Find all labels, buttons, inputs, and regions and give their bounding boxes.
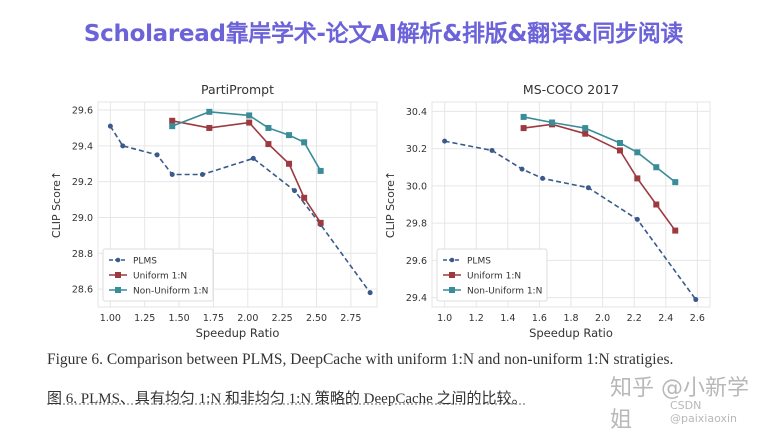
legend-box xyxy=(102,248,214,302)
x-tick-label: 1.00 xyxy=(100,313,121,324)
chart-title: PartiPrompt xyxy=(201,82,274,97)
data-point xyxy=(317,167,324,174)
data-point xyxy=(672,179,679,186)
legend-marker xyxy=(115,257,121,263)
legend-label: PLMS xyxy=(133,257,157,267)
chart-1: 1.00 1.25 1.50 1.75 2.00 2.25 2.50 2.75 28.6 28.8… xyxy=(50,82,378,340)
data-point xyxy=(246,112,253,119)
y-tick-label: 30.2 xyxy=(406,144,427,155)
y-tick-label: 29.4 xyxy=(406,293,427,304)
x-tick-label: 1.4 xyxy=(500,313,515,324)
data-point xyxy=(520,113,527,120)
data-point xyxy=(206,108,213,115)
data-point xyxy=(120,143,126,149)
legend-marker xyxy=(115,287,121,293)
legend-marker xyxy=(449,272,455,278)
data-point xyxy=(265,141,272,148)
x-tick-label: 1.25 xyxy=(134,313,155,324)
data-point xyxy=(442,138,448,144)
x-tick-label: 2.00 xyxy=(237,313,258,324)
data-point xyxy=(582,125,589,132)
data-point xyxy=(540,175,546,181)
legend-marker xyxy=(449,287,455,293)
y-tick-label: 30.0 xyxy=(406,181,427,192)
x-tick-label: 2.0 xyxy=(595,313,610,324)
y-tick-label: 29.4 xyxy=(72,141,93,152)
data-point xyxy=(107,123,113,129)
legend-marker xyxy=(449,257,455,263)
data-point xyxy=(301,139,308,146)
y-axis-label: CLIP Score↑ xyxy=(384,171,397,238)
chart-2: 1.0 1.2 1.4 1.6 1.8 2.0 2.2 2.4 2.6 29.4 29.6 29.8 3… xyxy=(384,82,711,340)
x-tick-label: 1.2 xyxy=(469,313,484,324)
legend-label: Uniform 1:N xyxy=(467,272,521,282)
data-point xyxy=(199,172,205,178)
data-point xyxy=(585,185,591,191)
data-point xyxy=(634,216,640,222)
legend-label: Uniform 1:N xyxy=(133,272,187,282)
data-point xyxy=(246,119,253,126)
figure-caption-chinese: 图 6. PLMS、具有均匀 1:N 和非均匀 1:N 策略的 DeepCach… xyxy=(47,391,527,407)
y-tick-label: 30.4 xyxy=(406,107,427,118)
y-axis-label: CLIP Score↑ xyxy=(50,171,63,238)
data-point xyxy=(154,152,160,158)
data-point xyxy=(286,132,293,139)
data-point xyxy=(265,124,272,131)
y-tick-label: 29.6 xyxy=(406,256,427,267)
x-tick-label: 2.50 xyxy=(306,313,327,324)
legend-box xyxy=(436,248,548,302)
x-axis-label: Speedup Ratio xyxy=(196,326,280,340)
y-tick-label: 28.8 xyxy=(72,249,93,260)
data-point xyxy=(653,201,660,208)
x-tick-label: 1.6 xyxy=(532,313,547,324)
data-point xyxy=(169,117,176,124)
data-point xyxy=(250,155,256,161)
legend-label: Non-Uniform 1:N xyxy=(467,287,542,297)
x-tick-label: 2.6 xyxy=(690,313,705,324)
legend-marker xyxy=(115,272,121,278)
x-tick-label: 1.75 xyxy=(203,313,224,324)
chart-title: MS-COCO 2017 xyxy=(523,82,619,97)
watermark-zhihu: 知乎 @小新学姐 xyxy=(610,376,749,433)
data-point xyxy=(634,149,641,156)
data-point xyxy=(693,297,699,303)
data-point xyxy=(367,290,373,296)
y-tick-label: 29.0 xyxy=(72,213,93,224)
figure-caption-english: Figure 6. Comparison between PLMS, DeepC… xyxy=(47,351,674,368)
data-point xyxy=(549,119,556,126)
charts-figure: 1.00 1.25 1.50 1.75 2.00 2.25 2.50 2.75 28.6 28.8… xyxy=(50,82,711,340)
data-point xyxy=(169,172,175,178)
y-tick-label: 29.6 xyxy=(72,106,93,117)
data-point xyxy=(206,124,213,131)
data-point xyxy=(616,147,623,154)
data-point xyxy=(169,123,176,130)
watermark-csdn: CSDN @paixiaoxin xyxy=(670,399,738,425)
data-point xyxy=(292,188,298,194)
legend-label: PLMS xyxy=(467,257,491,267)
data-point xyxy=(520,125,527,132)
x-tick-label: 1.0 xyxy=(437,313,452,324)
y-tick-label: 29.8 xyxy=(406,219,427,230)
data-point xyxy=(653,164,660,171)
x-tick-label: 2.75 xyxy=(340,313,361,324)
legend-label: Non-Uniform 1:N xyxy=(133,287,208,297)
x-tick-label: 2.2 xyxy=(627,313,642,324)
y-tick-label: 28.6 xyxy=(72,285,93,296)
y-tick-label: 29.2 xyxy=(72,177,93,188)
x-tick-label: 2.4 xyxy=(658,313,673,324)
data-point xyxy=(582,130,589,137)
banner-title: Scholaread靠岸学术-论文AI解析&排版&翻译&同步阅读 xyxy=(83,21,684,47)
data-point xyxy=(519,166,525,172)
data-point xyxy=(301,194,308,201)
x-tick-label: 2.25 xyxy=(272,313,293,324)
data-point xyxy=(672,227,679,234)
data-point xyxy=(286,160,293,167)
x-axis-label: Speedup Ratio xyxy=(529,326,613,340)
data-point xyxy=(616,140,623,146)
x-tick-label: 1.8 xyxy=(563,313,578,324)
x-tick-label: 1.50 xyxy=(169,313,190,324)
data-point xyxy=(489,147,495,153)
data-point xyxy=(317,219,324,226)
data-point xyxy=(634,175,641,182)
